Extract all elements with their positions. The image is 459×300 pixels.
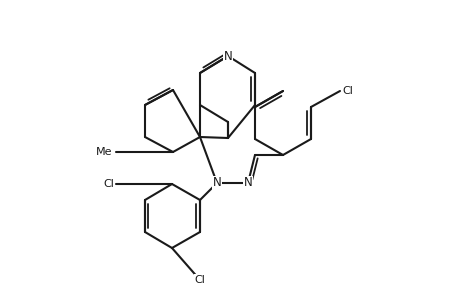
Text: N: N: [243, 176, 252, 190]
Text: Cl: Cl: [194, 275, 205, 285]
Text: N: N: [212, 176, 221, 190]
Text: Cl: Cl: [341, 86, 352, 96]
Text: Me: Me: [95, 147, 112, 157]
Text: N: N: [223, 50, 232, 62]
Text: Cl: Cl: [103, 179, 114, 189]
